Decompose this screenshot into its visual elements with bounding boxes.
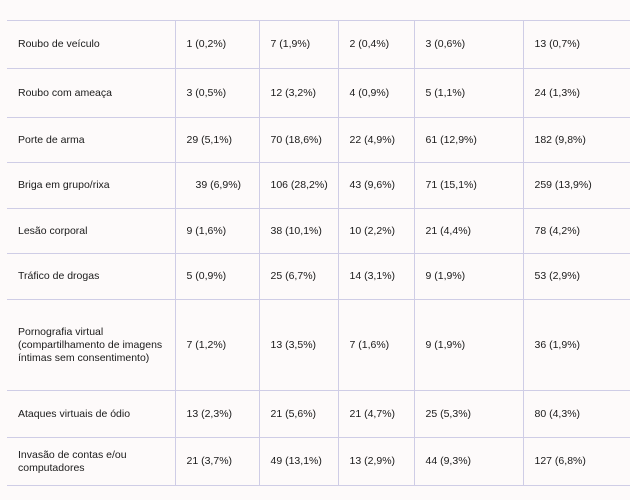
table-cell: 259 (13,9%) [522,162,630,209]
table-cell: 61 (12,9%) [413,117,524,163]
table-row: Ataques virtuais de ódio 13 (2,3%) 21 (5,6… [7,390,630,438]
table-cell: 21 (5,6%) [258,390,339,438]
row-label: Invasão de contas e/ou computadores [7,437,176,486]
table-cell: 71 (15,1%) [413,162,524,209]
table-cell: 3 (0,5%) [174,68,260,118]
row-label: Tráfico de drogas [7,253,176,300]
table-row: Tráfico de drogas 5 (0,9%) 25 (6,7%) 14 (3,… [7,253,630,300]
table-cell: 78 (4,2%) [522,208,630,254]
table-cell: 38 (10,1%) [258,208,339,254]
table-row: Porte de arma 29 (5,1%) 70 (18,6%) 22 (4,9%… [7,117,630,163]
table-cell: 21 (4,4%) [413,208,524,254]
row-label: Lesão corporal [7,208,176,254]
table-cell: 5 (0,9%) [174,253,260,300]
table-cell: 7 (1,6%) [337,299,415,391]
table-cell: 13 (2,9%) [337,437,415,486]
table-cell: 9 (1,9%) [413,299,524,391]
table-cell: 44 (9,3%) [413,437,524,486]
table-cell: 39 (6,9%) [174,162,260,209]
table-cell: 4 (0,9%) [337,68,415,118]
table-cell: 127 (6,8%) [522,437,630,486]
table-cell: 43 (9,6%) [337,162,415,209]
table-cell: 13 (0,7%) [522,20,630,69]
table-cell: 21 (4,7%) [337,390,415,438]
row-label: Briga em grupo/rixa [7,162,176,209]
table-cell: 49 (13,1%) [258,437,339,486]
data-table: Roubo de veículo 1 (0,2%) 7 (1,9%) 2 (0,4%)… [7,20,630,486]
table-cell: 14 (3,1%) [337,253,415,300]
table-cell: 182 (9,8%) [522,117,630,163]
table-row: Pornografia virtual (compartilhamento de… [7,299,630,391]
table-row: Roubo com ameaça 3 (0,5%) 12 (3,2%) 4 (0,9%… [7,68,630,118]
table-row: Lesão corporal 9 (1,6%) 38 (10,1%) 10 (2,2%… [7,208,630,254]
table-cell: 1 (0,2%) [174,20,260,69]
table-cell: 25 (6,7%) [258,253,339,300]
table-cell: 5 (1,1%) [413,68,524,118]
table-cell: 9 (1,9%) [413,253,524,300]
table-cell: 80 (4,3%) [522,390,630,438]
table-cell: 10 (2,2%) [337,208,415,254]
table-cell: 9 (1,6%) [174,208,260,254]
row-label: Roubo com ameaça [7,68,176,118]
table-cell: 25 (5,3%) [413,390,524,438]
table-cell: 106 (28,2%) [258,162,339,209]
row-label: Pornografia virtual (compartilhamento de… [7,299,176,391]
table-cell: 24 (1,3%) [522,68,630,118]
table-cell: 36 (1,9%) [522,299,630,391]
table-cell: 13 (3,5%) [258,299,339,391]
row-label: Ataques virtuais de ódio [7,390,176,438]
table-cell: 53 (2,9%) [522,253,630,300]
table-row: Briga em grupo/rixa 39 (6,9%) 106 (28,2%) 4… [7,162,630,209]
table-cell: 3 (0,6%) [413,20,524,69]
table-cell: 22 (4,9%) [337,117,415,163]
table-body: Roubo de veículo 1 (0,2%) 7 (1,9%) 2 (0,4%)… [7,20,630,486]
table-row: Invasão de contas e/ou computadores 21 (3… [7,437,630,486]
table-cell: 12 (3,2%) [258,68,339,118]
table-cell: 13 (2,3%) [174,390,260,438]
table-cell: 70 (18,6%) [258,117,339,163]
table-cell: 21 (3,7%) [174,437,260,486]
table-cell: 7 (1,9%) [258,20,339,69]
row-label: Porte de arma [7,117,176,163]
table-row: Roubo de veículo 1 (0,2%) 7 (1,9%) 2 (0,4%)… [7,20,630,69]
table-cell: 7 (1,2%) [174,299,260,391]
table-cell: 29 (5,1%) [174,117,260,163]
row-label: Roubo de veículo [7,20,176,69]
table-cell: 2 (0,4%) [337,20,415,69]
